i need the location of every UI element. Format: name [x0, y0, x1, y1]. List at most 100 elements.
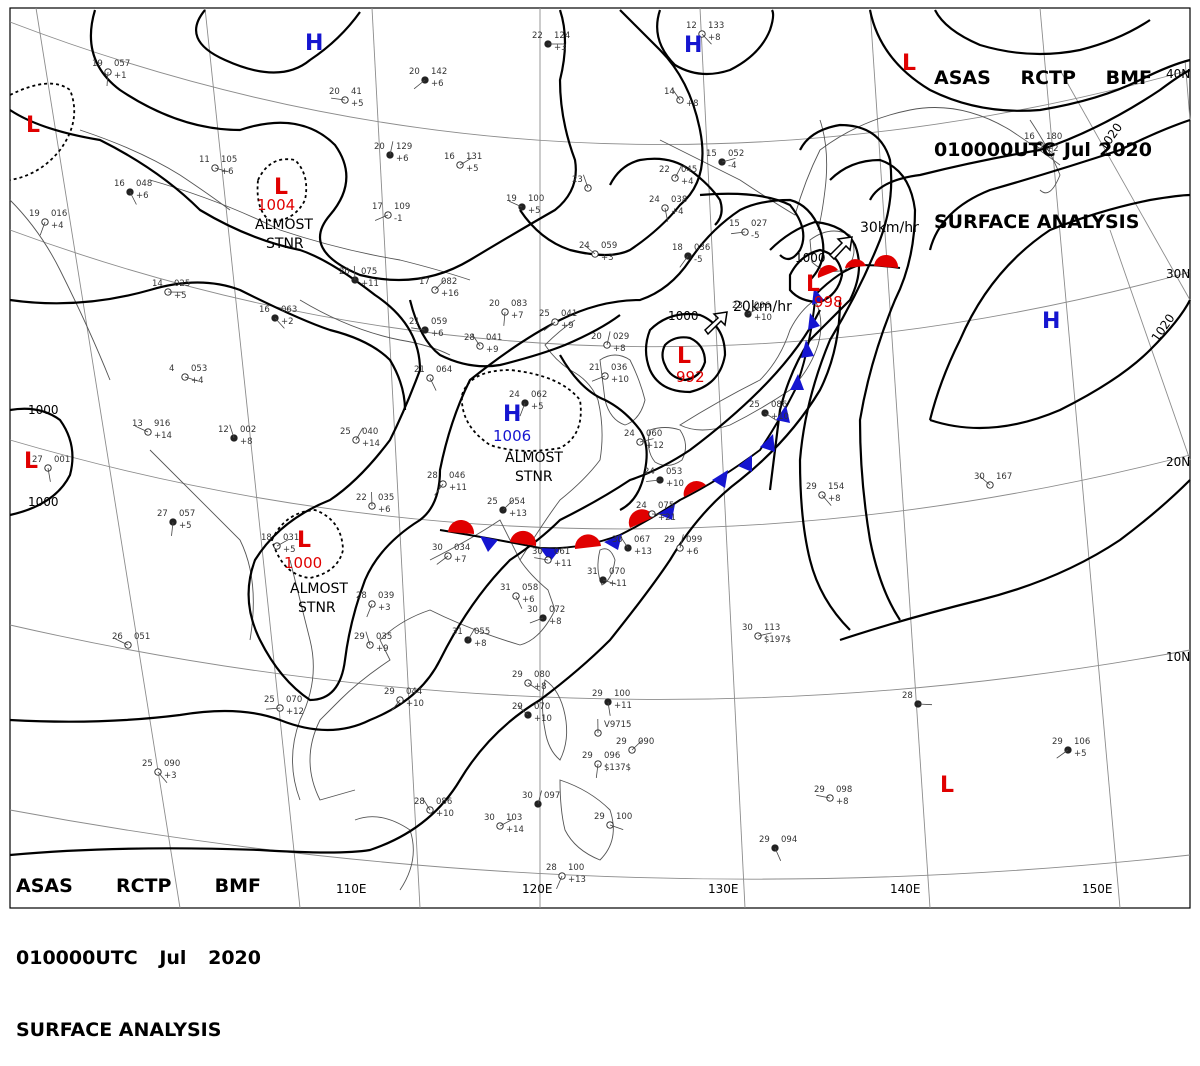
station-pressure: 057: [179, 509, 195, 519]
lon-label-130e: 130E: [708, 882, 739, 896]
station-tendency: +11: [614, 701, 632, 711]
lon-label-140e: 140E: [890, 882, 921, 896]
station-tendency: +7: [511, 311, 524, 321]
station-temperature: 17: [372, 202, 383, 212]
station-pressure: 038: [671, 195, 687, 205]
station-temperature: 14: [152, 279, 163, 289]
station-pressure: 916: [154, 419, 170, 429]
station-temperature: 30: [527, 605, 538, 615]
station-pressure: 142: [431, 67, 447, 77]
station-tendency: +8: [708, 33, 721, 43]
station-pressure: 106: [1074, 737, 1090, 747]
lat-label-30n: 30N: [1166, 267, 1190, 281]
station-pressure: 124: [554, 31, 570, 41]
station-temperature: 31: [500, 583, 511, 593]
header-year: 2020: [208, 946, 261, 970]
station-tendency: +21: [658, 513, 676, 523]
station-temperature: 29: [616, 737, 627, 747]
station-temperature: 23: [572, 175, 583, 185]
station-tendency: +10: [771, 412, 789, 422]
station-temperature: 16: [444, 152, 455, 162]
station-pressure: 113: [764, 623, 780, 633]
station-temperature: 24: [509, 390, 520, 400]
station-tendency: -5: [694, 255, 702, 265]
station-pressure: 100: [616, 812, 632, 822]
station-pressure: 045: [681, 165, 697, 175]
station-tendency: +14: [506, 825, 524, 835]
station-pressure: 072: [549, 605, 565, 615]
station-temperature: 31: [452, 627, 463, 637]
station-temperature: 15: [729, 219, 740, 229]
station-temperature: 20: [339, 267, 350, 277]
station-temperature: 28: [356, 591, 367, 601]
station-pressure: 048: [136, 179, 152, 189]
station-temperature: 28: [427, 471, 438, 481]
station-pressure: 070: [609, 567, 625, 577]
station-tendency: -5: [751, 231, 759, 241]
station-tendency: +14: [362, 439, 380, 449]
station-pressure: 098: [836, 785, 852, 795]
station-temperature: 24: [644, 467, 655, 477]
station-temperature: 30: [612, 535, 623, 545]
station-pressure: 129: [396, 142, 412, 152]
station-tendency: +3: [554, 43, 567, 53]
station-pressure: 100: [528, 194, 544, 204]
station-tendency: -1: [394, 214, 402, 224]
station-tendency: +6: [686, 547, 699, 557]
station-pressure: 016: [51, 209, 67, 219]
station-temperature: 21: [414, 365, 425, 375]
station-pressure: 036: [611, 363, 627, 373]
station-temperature: 29: [592, 689, 603, 699]
low-pressure-value: 998: [814, 293, 843, 311]
header-title: SURFACE ANALYSIS: [934, 210, 1139, 234]
station-pressure: 064: [436, 365, 452, 375]
almost-stnr-note: STNR: [266, 236, 304, 252]
high-center-symbol: H: [1042, 309, 1060, 334]
station-tendency: +5: [528, 206, 541, 216]
station-tendency: +10: [666, 479, 684, 489]
station-tendency: +4: [671, 207, 684, 217]
lat-label-10n: 10N: [1166, 650, 1190, 664]
isobar-label: 1000: [668, 309, 699, 323]
header-station: RCTP: [1020, 66, 1075, 90]
station-pressure: 063: [281, 305, 297, 315]
station-pressure: 029: [613, 332, 629, 342]
station-temperature: 30: [522, 791, 533, 801]
station-temperature: 25: [340, 427, 351, 437]
station-temperature: 30: [432, 543, 443, 553]
station-temperature: 24: [636, 501, 647, 511]
station-tendency: +1: [114, 71, 127, 81]
station-pressure: 082: [441, 277, 457, 287]
station-temperature: 30: [484, 813, 495, 823]
station-pressure: 133: [708, 21, 724, 31]
station-temperature: 29: [354, 632, 365, 642]
station-temperature: 20: [329, 87, 340, 97]
station-tendency: +8: [549, 617, 562, 627]
station-pressure: 090: [164, 759, 180, 769]
motion-speed-label: 30km/hr: [860, 220, 919, 236]
station-temperature: 26: [112, 632, 123, 642]
station-pressure: 062: [531, 390, 547, 400]
station-pressure: 100: [614, 689, 630, 699]
station-temperature: 29: [1052, 737, 1063, 747]
station-pressure: 053: [191, 364, 207, 374]
station-pressure: 083: [511, 299, 527, 309]
station-pressure: 070: [534, 702, 550, 712]
station-tendency: +10: [534, 714, 552, 724]
station-tendency: +13: [568, 875, 586, 885]
station-pressure: 002: [240, 425, 256, 435]
station-pressure: 044: [406, 687, 422, 697]
station-tendency: +2: [281, 317, 294, 327]
station-temperature: 11: [199, 155, 210, 165]
low-center-symbol: L: [677, 344, 691, 369]
station-pressure: 086: [771, 400, 787, 410]
station-temperature: 12: [218, 425, 229, 435]
almost-stnr-note: ALMOST: [255, 217, 313, 233]
low-center-symbol: L: [26, 113, 40, 138]
station-temperature: 30: [742, 623, 753, 633]
station-temperature: 28: [546, 863, 557, 873]
station-pressure: 154: [828, 482, 844, 492]
lat-label-20n: 20N: [1166, 455, 1190, 469]
station-temperature: 29: [512, 670, 523, 680]
station-temperature: 22: [532, 31, 543, 41]
